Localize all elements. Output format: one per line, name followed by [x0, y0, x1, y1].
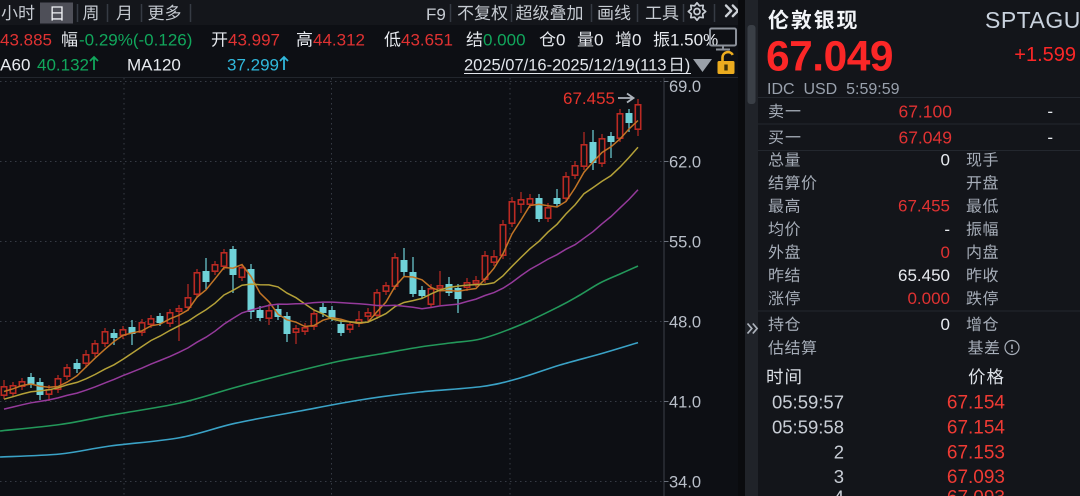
svg-text:MA60: MA60: [0, 56, 30, 75]
svg-text:-: -: [1047, 102, 1053, 121]
svg-text:55.0: 55.0: [669, 234, 701, 252]
svg-text:67.049: 67.049: [766, 34, 893, 81]
svg-text:0: 0: [594, 31, 603, 50]
svg-text:4: 4: [834, 487, 844, 496]
svg-text:67.049: 67.049: [898, 128, 952, 148]
svg-text:37.299: 37.299: [227, 56, 279, 75]
svg-text:67.100: 67.100: [898, 102, 952, 122]
svg-text:44.312: 44.312: [313, 31, 365, 50]
svg-text:67.093: 67.093: [947, 488, 1005, 496]
svg-text:65.450: 65.450: [898, 266, 950, 285]
svg-text:43.885: 43.885: [0, 31, 52, 50]
svg-text:48.0: 48.0: [669, 314, 701, 332]
svg-text:0: 0: [556, 31, 565, 50]
svg-text:05:59:58: 05:59:58: [772, 417, 844, 438]
svg-text:43.997: 43.997: [228, 31, 280, 50]
svg-text:0.000: 0.000: [483, 31, 526, 50]
svg-text:F9: F9: [426, 5, 446, 24]
svg-text:MA120: MA120: [127, 56, 181, 75]
svg-text:62.0: 62.0: [669, 154, 701, 172]
svg-text:0: 0: [941, 315, 950, 334]
svg-text:67.455: 67.455: [563, 89, 615, 108]
svg-text:67.153: 67.153: [947, 443, 1005, 464]
svg-text:0: 0: [632, 31, 641, 50]
svg-text:05:59:57: 05:59:57: [772, 392, 844, 413]
svg-text:2: 2: [834, 442, 844, 463]
svg-text:SPTAGU: SPTAGU: [985, 7, 1080, 33]
svg-text:): ): [685, 57, 691, 75]
svg-text:67.455: 67.455: [898, 197, 950, 216]
svg-text:0: 0: [941, 243, 950, 262]
svg-text:67.154: 67.154: [947, 418, 1006, 439]
svg-text:43.651: 43.651: [401, 31, 453, 50]
svg-text:40.132: 40.132: [37, 56, 89, 75]
svg-text:2025/07/16-2025/12/19(113: 2025/07/16-2025/12/19(113: [464, 57, 666, 75]
svg-text:0: 0: [941, 151, 950, 170]
svg-text:34.0: 34.0: [669, 474, 701, 492]
svg-text:3: 3: [834, 466, 844, 487]
svg-text:1.50%: 1.50%: [670, 31, 718, 50]
svg-text:0.000: 0.000: [907, 289, 950, 308]
svg-text:41.0: 41.0: [669, 394, 701, 412]
svg-text:-0.29%(-0.126): -0.29%(-0.126): [79, 31, 192, 50]
svg-text:+1.599: +1.599: [1014, 44, 1076, 66]
svg-text:-: -: [1047, 128, 1053, 147]
svg-text:IDC USD 5:59:59: IDC USD 5:59:59: [767, 81, 900, 98]
svg-text:67.093: 67.093: [947, 467, 1005, 488]
svg-text:69.0: 69.0: [669, 78, 701, 96]
svg-text:67.154: 67.154: [947, 393, 1006, 414]
svg-text:-: -: [944, 220, 950, 239]
